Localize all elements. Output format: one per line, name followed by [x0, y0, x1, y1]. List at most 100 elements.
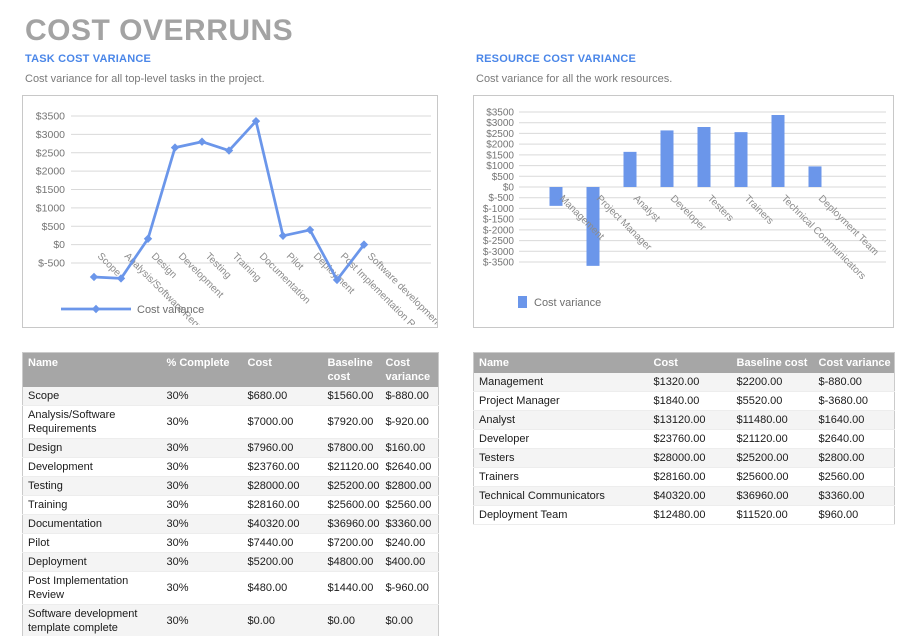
y-axis-tick-label: $2500 — [486, 129, 514, 140]
bar — [586, 186, 600, 266]
column-header-baseline-cost: Baseline cost — [322, 352, 381, 387]
table-cell: 30% — [161, 495, 243, 515]
data-point-marker — [359, 240, 369, 249]
bar — [697, 126, 711, 187]
y-axis-tick-label: $2000 — [486, 140, 514, 151]
column-header-cost-variance: Cost variance — [813, 352, 895, 373]
bar — [771, 114, 785, 187]
table-cell: $1320.00 — [648, 373, 732, 392]
bar — [623, 151, 637, 187]
table-row: Testing 30% $28000.00 $25200.00 $2800.00 — [22, 476, 439, 496]
table-cell: Scope — [22, 387, 162, 406]
table-cell: $1840.00 — [648, 391, 732, 411]
table-cell: $400.00 — [380, 552, 439, 572]
table-row: Testers $28000.00 $25200.00 $2800.00 — [473, 448, 895, 468]
bar — [734, 132, 748, 187]
table-cell: $40320.00 — [242, 514, 323, 534]
table-cell: $21120.00 — [731, 429, 814, 449]
table-cell: $3360.00 — [380, 514, 439, 534]
table-cell: $2800.00 — [813, 448, 895, 468]
table-cell: Documentation — [22, 514, 162, 534]
x-axis-category-label: Trainers — [742, 193, 775, 226]
table-cell: $-880.00 — [380, 387, 439, 406]
table-cell: $23760.00 — [242, 457, 323, 477]
y-axis-tick-label: $2500 — [36, 147, 65, 159]
table-cell: $240.00 — [380, 533, 439, 553]
table-cell: 30% — [161, 604, 243, 636]
table-cell: Testing — [22, 476, 162, 496]
table-cell: 30% — [161, 438, 243, 458]
y-axis-tick-label: $0 — [503, 182, 515, 193]
table-row: Pilot 30% $7440.00 $7200.00 $240.00 — [22, 533, 439, 553]
table-cell: Pilot — [22, 533, 162, 553]
table-cell: $11480.00 — [731, 410, 814, 430]
table-cell: $25600.00 — [322, 495, 381, 515]
table-cell: Deployment Team — [473, 505, 649, 525]
table-cell: $28000.00 — [242, 476, 323, 496]
y-axis-tick-label: $1500 — [36, 184, 65, 196]
table-cell: $-880.00 — [813, 373, 895, 392]
resource-chart-svg: $3500$3000$2500$2000$1500$1000$500$0$-50… — [483, 108, 886, 309]
table-cell: 30% — [161, 476, 243, 496]
table-cell: Testers — [473, 448, 649, 468]
y-axis-tick-label: $3000 — [36, 129, 65, 141]
table-cell: 30% — [161, 387, 243, 406]
table-header-row: Name% Complete Cost Baseline cost Cost vari… — [22, 352, 439, 387]
legend: Cost variance — [61, 304, 204, 316]
table-cell: $-3680.00 — [813, 391, 895, 411]
table-cell: $7440.00 — [242, 533, 323, 553]
y-axis-tick-label: $1000 — [36, 202, 65, 214]
y-axis-tick-label: $1000 — [486, 161, 514, 172]
legend-label: Cost variance — [137, 304, 204, 316]
table-cell: $0.00 — [322, 604, 381, 636]
table-cell: $1640.00 — [813, 410, 895, 430]
table-cell: $40320.00 — [648, 486, 732, 506]
table-cell: $7960.00 — [242, 438, 323, 458]
table-cell: $12480.00 — [648, 505, 732, 525]
table-cell: Deployment — [22, 552, 162, 572]
y-axis-tick-label: $-500 — [38, 258, 65, 270]
y-axis-tick-label: $-1500 — [483, 215, 515, 226]
table-cell: 30% — [161, 571, 243, 605]
table-cell: $11520.00 — [731, 505, 814, 525]
cost-variance-bars — [549, 114, 822, 266]
table-cell: $21120.00 — [322, 457, 381, 477]
resource-cost-table: Name Cost Baseline cost Cost variance Manage… — [473, 352, 895, 525]
table-cell: $2800.00 — [380, 476, 439, 496]
x-axis-category-label: Developer — [668, 193, 708, 233]
column-header--complete: % Complete — [161, 352, 243, 387]
table-row: Trainers $28160.00 $25600.00 $2560.00 — [473, 467, 895, 487]
table-cell: $-920.00 — [380, 405, 439, 439]
data-point-marker — [305, 225, 315, 235]
table-row: Software development template complete 30… — [22, 604, 439, 636]
table-cell: $28000.00 — [648, 448, 732, 468]
resource-cost-variance-bar-chart: $3500 $3000 $2500 $2000 $1500 $1000 $500 $0 $-50… — [473, 95, 894, 328]
table-cell: $680.00 — [242, 387, 323, 406]
task-chart-svg: $3500 $3000 $2500 $2000 $1500 $1000 $500 $0 $-50… — [36, 111, 437, 326]
data-point-marker — [91, 304, 101, 314]
table-cell: Developer — [473, 429, 649, 449]
table-cell: $7000.00 — [242, 405, 323, 439]
x-axis-category-label: Scope — [95, 251, 123, 279]
table-cell: Project Manager — [473, 391, 649, 411]
y-axis-tick-label: $-2000 — [483, 225, 515, 236]
table-row: Development 30% $23760.00 $21120.00 $2640.00 — [22, 457, 439, 477]
table-cell: $5200.00 — [242, 552, 323, 572]
task-cost-table: Name% Complete Cost Baseline cost Cost vari… — [22, 352, 439, 636]
table-cell: $5520.00 — [731, 391, 814, 411]
bar — [549, 186, 563, 206]
y-axis-tick-label: $2000 — [36, 166, 65, 178]
resource-section-description: Cost variance for all the work resources… — [476, 73, 673, 85]
table-row: Deployment Team $12480.00 $11520.00 $960.00 — [473, 505, 895, 525]
data-point-marker — [170, 143, 180, 152]
legend-label: Cost variance — [534, 297, 601, 309]
table-row: Project Manager $1840.00 $5520.00 $-3680.00 — [473, 391, 895, 411]
table-cell: Design — [22, 438, 162, 458]
data-point-marker — [251, 116, 261, 126]
y-axis-tick-label: $3500 — [36, 111, 65, 123]
table-cell: Trainers — [473, 467, 649, 487]
table-cell: Analysis/Software Requirements — [22, 405, 162, 439]
y-axis-tick-label: $1500 — [486, 150, 514, 161]
